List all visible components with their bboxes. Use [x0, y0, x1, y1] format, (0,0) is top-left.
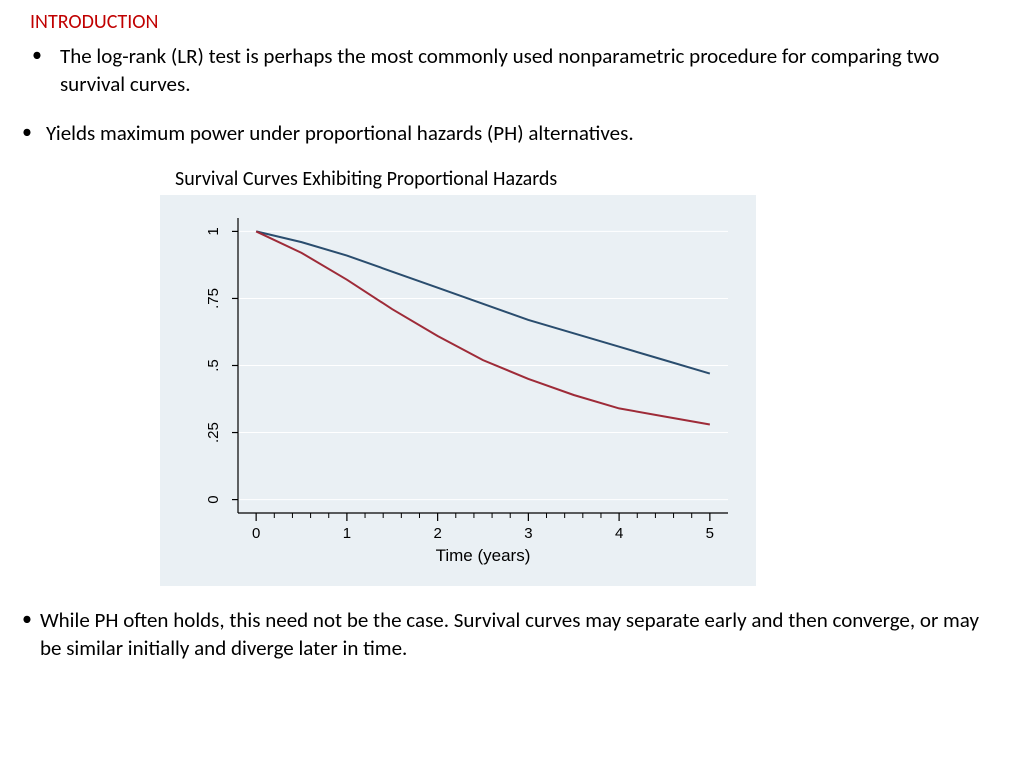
bullet-item: • The log-rank (LR) test is perhaps the …: [20, 42, 1004, 99]
svg-text:4: 4: [615, 525, 623, 542]
chart-background: 0 .25 .5 .75 1 0 1 2 3 4 5 Time (years): [160, 195, 756, 586]
chart-container: 0 .25 .5 .75 1 0 1 2 3 4 5 Time (years): [160, 195, 1004, 586]
bullet-text: While PH often holds, this need not be t…: [40, 606, 1004, 663]
svg-text:Time (years): Time (years): [436, 546, 531, 565]
bullet-marker: •: [22, 606, 32, 633]
section-heading: INTRODUCTION: [30, 10, 1004, 34]
svg-text:5: 5: [706, 525, 714, 542]
svg-text:.25: .25: [205, 422, 222, 443]
bullet-text: Yields maximum power under proportional …: [46, 119, 1004, 147]
svg-text:3: 3: [524, 525, 532, 542]
svg-text:.5: .5: [205, 359, 222, 372]
svg-text:1: 1: [343, 525, 351, 542]
svg-text:1: 1: [205, 227, 222, 235]
svg-text:.75: .75: [205, 288, 222, 309]
bullet-item: • While PH often holds, this need not be…: [20, 606, 1004, 663]
survival-chart: 0 .25 .5 .75 1 0 1 2 3 4 5 Time (years): [168, 203, 748, 573]
bullet-marker: •: [32, 42, 42, 69]
svg-text:0: 0: [252, 525, 260, 542]
svg-text:2: 2: [433, 525, 441, 542]
chart-title: Survival Curves Exhibiting Proportional …: [175, 167, 1004, 191]
svg-text:0: 0: [205, 495, 222, 503]
bullet-marker: •: [22, 119, 32, 146]
bullet-text: The log-rank (LR) test is perhaps the mo…: [60, 42, 1004, 99]
bullet-item: • Yields maximum power under proportiona…: [20, 119, 1004, 147]
